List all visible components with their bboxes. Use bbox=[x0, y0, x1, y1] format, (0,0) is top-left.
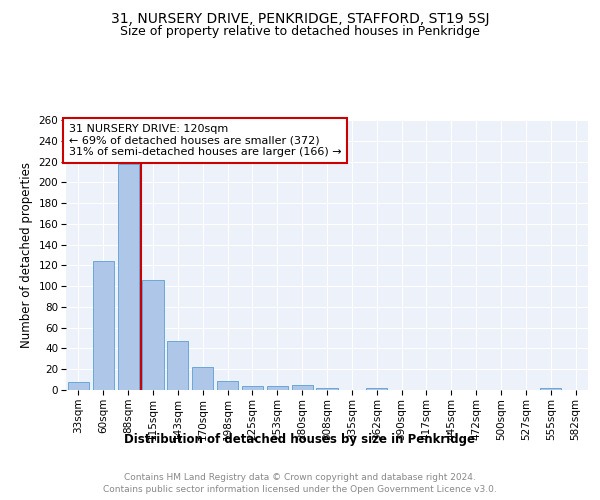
Text: Contains HM Land Registry data © Crown copyright and database right 2024.
Contai: Contains HM Land Registry data © Crown c… bbox=[103, 472, 497, 494]
Bar bbox=[192, 367, 213, 390]
Y-axis label: Number of detached properties: Number of detached properties bbox=[20, 162, 33, 348]
Bar bbox=[118, 164, 139, 390]
Bar bbox=[217, 380, 238, 390]
Bar bbox=[292, 385, 313, 390]
Text: Size of property relative to detached houses in Penkridge: Size of property relative to detached ho… bbox=[120, 25, 480, 38]
Bar bbox=[316, 388, 338, 390]
Bar bbox=[242, 386, 263, 390]
Text: 31, NURSERY DRIVE, PENKRIDGE, STAFFORD, ST19 5SJ: 31, NURSERY DRIVE, PENKRIDGE, STAFFORD, … bbox=[111, 12, 489, 26]
Bar bbox=[267, 386, 288, 390]
Text: Distribution of detached houses by size in Penkridge: Distribution of detached houses by size … bbox=[125, 432, 476, 446]
Bar bbox=[366, 388, 387, 390]
Bar bbox=[540, 388, 561, 390]
Bar bbox=[167, 341, 188, 390]
Text: 31 NURSERY DRIVE: 120sqm
← 69% of detached houses are smaller (372)
31% of semi-: 31 NURSERY DRIVE: 120sqm ← 69% of detach… bbox=[68, 124, 341, 157]
Bar bbox=[142, 280, 164, 390]
Bar bbox=[93, 261, 114, 390]
Bar bbox=[68, 382, 89, 390]
